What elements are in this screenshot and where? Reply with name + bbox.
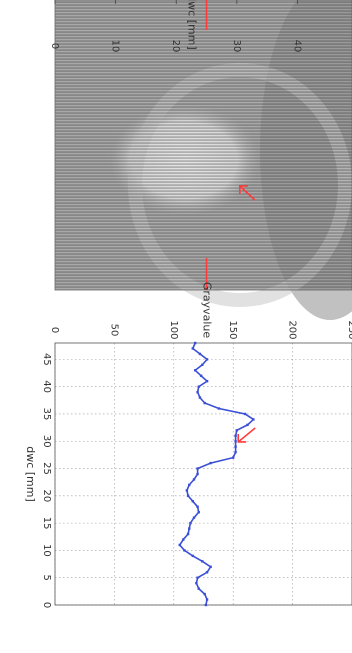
series-point — [196, 390, 199, 394]
image-axis-label: dwc [mm] — [185, 0, 198, 50]
series-point — [204, 603, 208, 607]
y-tick-label: 250 — [346, 320, 352, 339]
x-tick-label: 25 — [41, 462, 52, 475]
series-points — [178, 341, 255, 607]
series-point — [201, 363, 204, 367]
series-point — [198, 396, 202, 399]
series-point — [205, 358, 209, 361]
series-point — [234, 450, 237, 454]
x-tick-label: 45 — [41, 353, 52, 366]
y-axis-label: Grayvalue — [201, 282, 214, 339]
series-point — [232, 456, 235, 459]
series-point — [196, 467, 199, 470]
series-point — [188, 483, 191, 487]
plot-area — [55, 343, 352, 605]
series-point — [197, 385, 200, 388]
series-point — [199, 374, 203, 377]
series-point — [193, 369, 197, 372]
series-point — [193, 341, 197, 345]
x-tick-label: 5 — [41, 575, 52, 581]
x-tick-label: 10 — [41, 544, 52, 557]
image-panel: 0 10 20 30 40 dwc [mm] — [49, 0, 352, 320]
image-arrow-shaft — [239, 185, 256, 201]
series-point — [188, 527, 191, 530]
x-tick-label: 30 — [41, 435, 52, 448]
image-ticks: 0 10 20 30 40 — [49, 0, 302, 52]
y-tick-label: 100 — [168, 320, 179, 339]
image-tick-label: 0 — [49, 43, 60, 49]
series-point — [196, 576, 199, 579]
series-point — [209, 565, 212, 568]
plot-frame — [54, 342, 352, 606]
series-point — [234, 445, 237, 448]
y-tick-label: 150 — [227, 320, 238, 339]
image-tick-label: 30 — [231, 40, 242, 53]
series-point — [243, 412, 247, 416]
series-point — [235, 429, 238, 432]
y-tick-label: 50 — [108, 324, 119, 337]
series-point — [205, 598, 209, 601]
series-point — [252, 418, 255, 421]
y-tick-labels: 0 50 100 150 200 250 — [49, 320, 352, 339]
series-point — [217, 407, 221, 410]
x-axis-label: dwc [mm] — [24, 446, 37, 502]
profile-arrow-head — [237, 433, 247, 443]
series-point — [182, 538, 185, 541]
series-point — [192, 478, 196, 481]
series-point — [198, 352, 202, 356]
y-tick-label: 200 — [287, 320, 298, 339]
image-tick-label: 10 — [110, 40, 121, 53]
series-point — [189, 521, 192, 525]
x-tick-label: 40 — [41, 380, 52, 393]
series-point — [191, 500, 195, 503]
x-tick-label: 15 — [41, 517, 52, 530]
series-point — [185, 489, 189, 492]
series-point — [205, 571, 209, 574]
image-frame — [54, 0, 352, 291]
series-point — [201, 560, 204, 563]
series-point — [195, 581, 198, 585]
series-point — [246, 423, 249, 427]
profile-arrow — [237, 427, 256, 443]
series-point — [203, 592, 206, 596]
plot-grid — [54, 343, 352, 606]
series-point — [186, 494, 190, 498]
series-point — [196, 472, 199, 476]
series-point — [197, 511, 200, 514]
series-point — [209, 461, 212, 465]
profile-arrow-shaft — [237, 427, 256, 443]
series-point — [234, 434, 237, 437]
y-tick-label: 0 — [49, 327, 60, 333]
series-point — [203, 401, 206, 405]
series-point — [186, 532, 190, 536]
x-tick-labels: 45 40 35 30 25 20 15 10 5 0 — [41, 353, 52, 608]
series-point — [196, 505, 199, 508]
image-arrow — [239, 185, 256, 201]
image-arrow-head — [239, 185, 248, 194]
series-point — [178, 543, 181, 547]
x-tick-label: 0 — [41, 602, 52, 608]
series-point — [191, 554, 195, 558]
image-tick-label: 40 — [291, 40, 302, 53]
series-point — [197, 587, 200, 590]
x-tick-label: 35 — [41, 408, 52, 421]
x-tick-label: 20 — [41, 489, 52, 502]
series-point — [234, 440, 237, 443]
series-point — [205, 380, 209, 383]
series-point — [183, 549, 186, 552]
image-scanlines — [55, 0, 352, 290]
image-tick-label: 20 — [170, 40, 181, 53]
series-point — [191, 347, 195, 350]
series-point — [192, 516, 196, 519]
